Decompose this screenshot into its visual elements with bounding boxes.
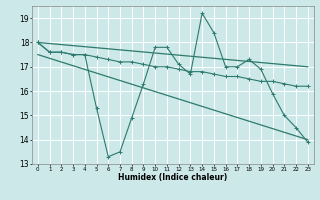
X-axis label: Humidex (Indice chaleur): Humidex (Indice chaleur)	[118, 173, 228, 182]
